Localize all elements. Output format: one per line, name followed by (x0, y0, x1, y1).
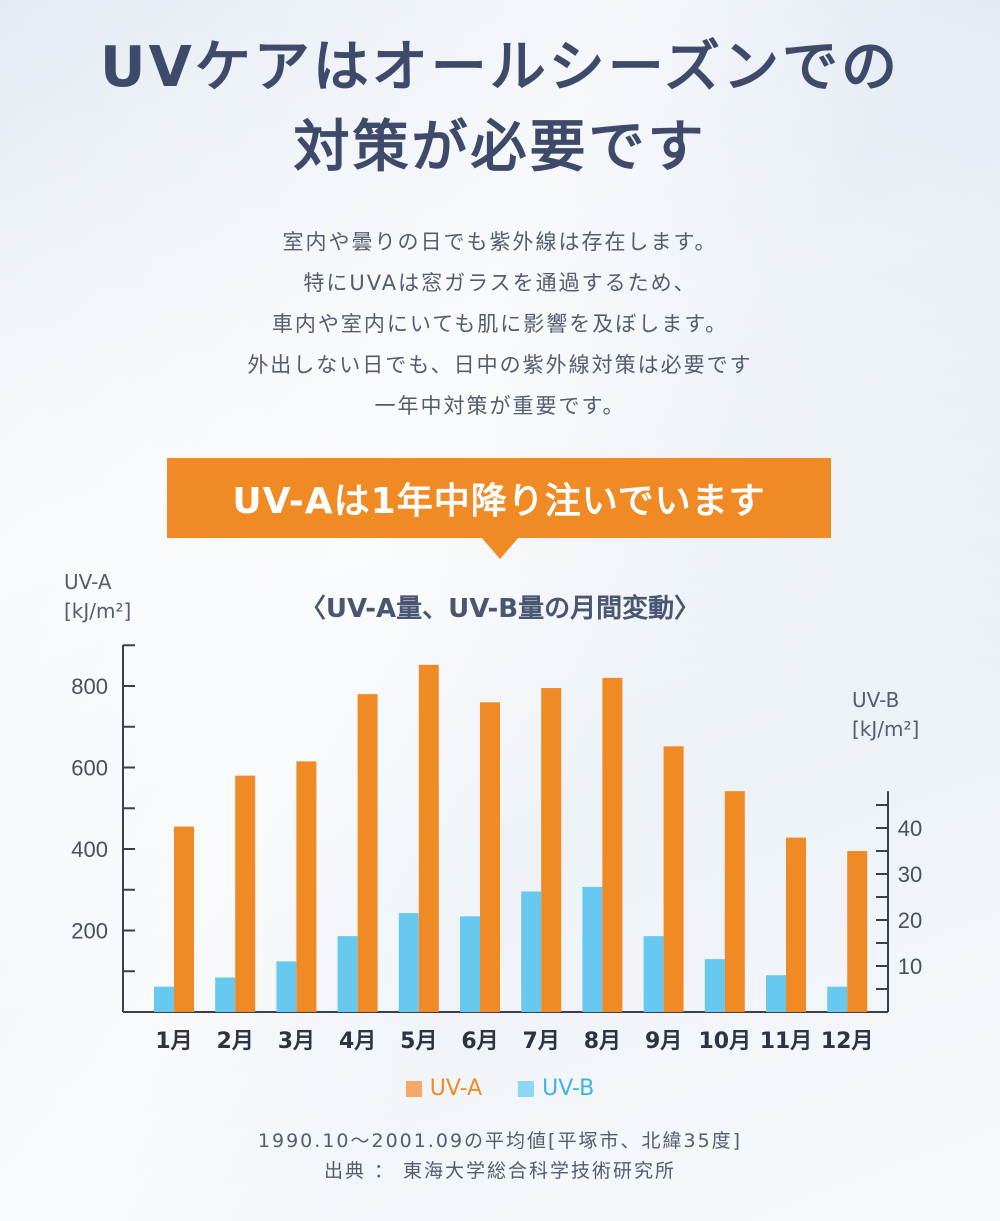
right-axis-tick-label: 30 (898, 862, 922, 887)
headline-line-1: UVケアはオールシーズンでの (99, 35, 900, 100)
legend-swatch-uvb (518, 1080, 535, 1097)
left-axis-title: UV-A [kJ/m²] (64, 568, 131, 626)
uva-bar (296, 761, 317, 1012)
uva-bar (418, 664, 439, 1012)
uvb-bar (827, 986, 848, 1012)
legend-item-uvb: UV-B (518, 1076, 594, 1101)
intro-line-1: 室内や曇りの日でも紫外線は存在します。 (282, 230, 718, 254)
uvb-bar (276, 961, 297, 1012)
legend-label-uvb: UV-B (542, 1076, 595, 1101)
legend-item-uva: UV-A (405, 1076, 483, 1101)
left-axis-title-line-2: [kJ/m²] (64, 599, 132, 623)
intro-line-5: 一年中対策が重要です。 (374, 394, 626, 418)
uvb-bar (643, 936, 664, 1012)
x-axis-tick-label: 5月 (400, 1029, 437, 1054)
uva-bar (663, 746, 684, 1012)
x-axis-tick-label: 9月 (645, 1029, 682, 1054)
uva-bar (602, 677, 623, 1012)
uvb-bar (398, 913, 419, 1012)
source-line-2: 出典 ： 東海大学総合科学技術研究所 (323, 1160, 677, 1182)
x-axis-tick-label: 8月 (584, 1029, 621, 1054)
source-note: 1990.10～2001.09の平均値[平塚市、北緯35度] 出典 ： 東海大学… (0, 1126, 1000, 1186)
uvb-bar (215, 977, 236, 1012)
chart-title: 〈UV-A量、UV-B量の月間変動〉 (299, 594, 701, 624)
uvb-bar (460, 916, 480, 1012)
intro-line-2: 特にUVAは窓ガラスを通過するため、 (303, 271, 697, 295)
uva-bar (724, 791, 745, 1012)
uva-bar (786, 837, 806, 1012)
x-axis-tick-label: 2月 (217, 1029, 254, 1054)
uva-bar (174, 826, 194, 1012)
uvb-bar (337, 936, 358, 1012)
uvb-bar (766, 975, 786, 1012)
right-axis-tick-label: 40 (898, 816, 922, 841)
left-axis-tick-label: 800 (71, 674, 108, 699)
intro-line-3: 車内や室内にいても肌に影響を及ぼします。 (271, 312, 729, 336)
uva-bar (541, 688, 562, 1012)
legend-label-uva: UV-A (429, 1076, 483, 1101)
uva-bar (480, 702, 500, 1012)
x-axis-tick-label: 10月 (698, 1029, 751, 1054)
page-headline: UVケアはオールシーズンでの 対策が必要です (0, 28, 1000, 188)
uva-banner: UV-Aは1年中降り注いでいます (167, 458, 831, 538)
x-axis-tick-label: 3月 (278, 1029, 315, 1054)
intro-line-4: 外出しない日でも、日中の紫外線対策は必要です (247, 353, 753, 377)
legend-swatch-uva (405, 1080, 422, 1097)
x-axis-tick-label: 7月 (523, 1029, 560, 1054)
left-axis-title-line-1: UV-A (64, 570, 112, 594)
uvb-bar (154, 986, 174, 1012)
x-axis-tick-label: 6月 (461, 1029, 498, 1054)
right-axis-tick-label: 20 (898, 908, 922, 933)
left-axis-tick-label: 400 (71, 837, 108, 862)
x-axis-tick-label: 11月 (760, 1029, 813, 1054)
intro-text: 室内や曇りの日でも紫外線は存在します。 特にUVAは窓ガラスを通過するため、 車… (0, 222, 1000, 427)
left-axis-tick-label: 200 (71, 919, 108, 944)
uva-bar (847, 851, 868, 1012)
left-axis-tick-label: 600 (71, 756, 108, 781)
x-axis-tick-label: 4月 (339, 1029, 376, 1054)
headline-line-2: 対策が必要です (293, 115, 707, 180)
uvb-bar (582, 886, 603, 1012)
x-axis-tick-label: 12月 (821, 1029, 874, 1054)
x-axis-tick-label: 1月 (155, 1029, 192, 1054)
source-line-1: 1990.10～2001.09の平均値[平塚市、北緯35度] (257, 1130, 743, 1152)
right-axis-tick-label: 10 (898, 954, 922, 979)
uva-bar (357, 694, 378, 1012)
uvb-bar (704, 959, 725, 1012)
chart-legend: UV-A UV-B (0, 1076, 1000, 1101)
right-axis-title-line-1: UV-B (852, 688, 900, 712)
uva-bar (235, 775, 256, 1012)
banner-pointer (481, 537, 519, 559)
right-axis-title-line-2: [kJ/m²] (852, 717, 920, 741)
right-axis-title: UV-B [kJ/m²] (852, 686, 919, 744)
uvb-bar (521, 891, 542, 1012)
